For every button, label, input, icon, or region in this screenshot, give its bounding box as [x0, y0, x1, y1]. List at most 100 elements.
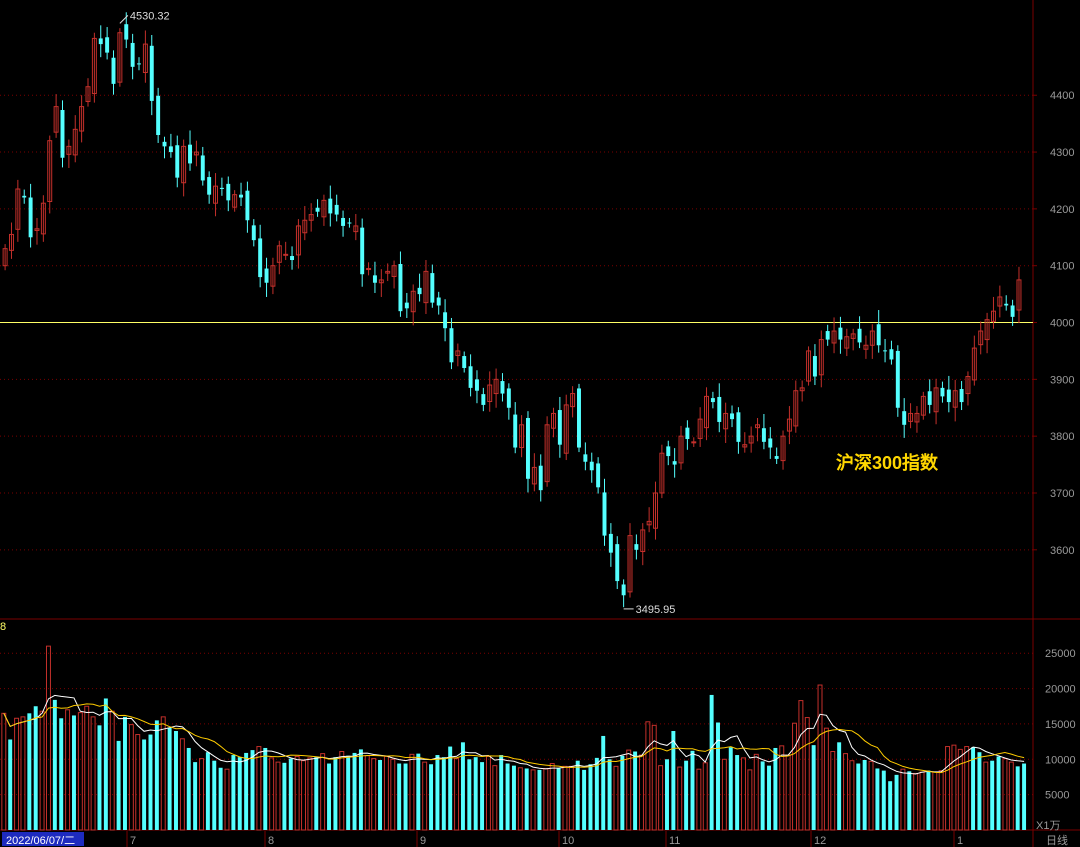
candle-body-up: [544, 424, 550, 483]
candle-body-down: [615, 544, 620, 582]
candle-body-down: [666, 446, 671, 457]
candle-body-down: [538, 465, 543, 491]
candle-body-down: [621, 584, 626, 596]
month-tick-label: 11: [669, 835, 680, 847]
candle-body-up: [1016, 279, 1022, 311]
candle-body-up: [920, 395, 926, 416]
candle-body-down: [825, 331, 830, 340]
candle-body-down: [22, 195, 27, 198]
candle-body-down: [838, 327, 843, 340]
volume-bar-up: [613, 765, 619, 831]
volume-bar-up: [932, 771, 938, 831]
volume-bar-down: [671, 731, 676, 830]
candle-body-down: [137, 63, 141, 65]
candle-body-up: [914, 412, 920, 423]
candle-body-up: [40, 202, 46, 235]
candle-body-up: [952, 390, 958, 408]
candle-body-up: [455, 350, 461, 356]
candle-body-up: [691, 441, 697, 444]
volume-bar-down: [862, 759, 867, 830]
candle-body-down: [474, 379, 479, 391]
volume-bar-up: [747, 769, 753, 831]
volume-bar-down: [773, 747, 778, 830]
candle-body-up: [85, 86, 91, 102]
volume-bar-up: [454, 758, 460, 831]
candle-body-down: [430, 273, 435, 303]
candle-body-down: [927, 391, 932, 405]
high-marker: [119, 15, 129, 24]
volume-bar-down: [996, 756, 1001, 830]
candle-body-down: [462, 356, 467, 368]
candle-body-down: [481, 394, 486, 405]
candle-body-down: [883, 350, 888, 352]
volume-bar-up: [645, 721, 651, 831]
candle-body-up: [570, 393, 576, 408]
volume-bar-down: [480, 762, 485, 830]
volume-bar-up: [785, 754, 791, 831]
volume-bar-up: [823, 727, 829, 831]
volume-bar-down: [250, 750, 255, 830]
candle-body-up: [971, 347, 977, 381]
volume-bar-up: [135, 734, 141, 831]
candle-body-down: [768, 438, 773, 448]
candle-body-down: [188, 144, 192, 164]
candle-body-up: [302, 219, 308, 234]
volume-bar-down: [244, 752, 249, 830]
candle-body-up: [653, 492, 658, 529]
volume-tick-label: 25000: [1045, 648, 1076, 660]
candle-body-up: [659, 452, 665, 494]
volume-bar-down: [620, 755, 625, 830]
volume-bar-down: [429, 764, 434, 830]
volume-bar-up: [492, 765, 498, 831]
month-tick-label: 1: [957, 835, 963, 847]
candle-body-up: [531, 466, 537, 485]
volume-bar-down: [837, 742, 842, 830]
candle-body-up: [321, 199, 327, 218]
price-tick-label: 3600: [1050, 545, 1074, 557]
candle-body-down: [98, 38, 103, 45]
volume-bar-down: [103, 698, 108, 830]
volume-bar-up: [830, 751, 836, 831]
volume-bar-down: [575, 760, 580, 830]
candle-body-down: [372, 275, 377, 283]
candle-body-down: [226, 183, 231, 201]
volume-bar-down: [907, 771, 912, 830]
volume-bar-down: [167, 727, 172, 830]
price-tick-label: 3700: [1050, 488, 1074, 500]
volume-bar-up: [364, 755, 370, 831]
volume-bar-up: [753, 753, 759, 831]
volume-bar-down: [378, 759, 383, 830]
volume-bar-up: [383, 755, 389, 831]
candle-body-up: [232, 194, 238, 208]
volume-bar-up: [677, 766, 683, 831]
volume-bar-up: [957, 748, 963, 831]
candle-body-up: [72, 128, 78, 156]
candle-body-down: [239, 194, 244, 198]
volume-bar-down: [633, 751, 638, 830]
candle-body-down: [589, 461, 594, 471]
volume-tick-label: 5000: [1045, 790, 1069, 802]
volume-bar-up: [485, 755, 491, 831]
volume-bar-up: [1008, 761, 1014, 831]
volume-unit-label: X1万: [1036, 820, 1060, 832]
volume-bar-up: [696, 768, 702, 831]
candle-body-up: [990, 310, 996, 322]
volume-bar-up: [409, 753, 415, 831]
volume-bar-down: [537, 769, 542, 830]
candle-body-up: [79, 106, 85, 132]
volume-bar-up: [843, 753, 849, 831]
volume-bar-down: [186, 747, 191, 830]
candle-body-up: [378, 279, 384, 284]
candle-body-up: [91, 37, 97, 95]
candle-body-down: [895, 350, 900, 408]
volume-bar-down: [1022, 763, 1027, 830]
volume-bar-up: [868, 760, 874, 831]
candle-body-up: [863, 344, 869, 350]
volume-bar-up: [741, 757, 746, 831]
candle-body-up: [640, 529, 646, 553]
volume-bar-down: [690, 750, 695, 830]
candle-body-down: [130, 42, 135, 67]
volume-bar-up: [90, 716, 96, 831]
candle-body-up: [15, 188, 21, 230]
volume-bar-down: [524, 768, 529, 830]
